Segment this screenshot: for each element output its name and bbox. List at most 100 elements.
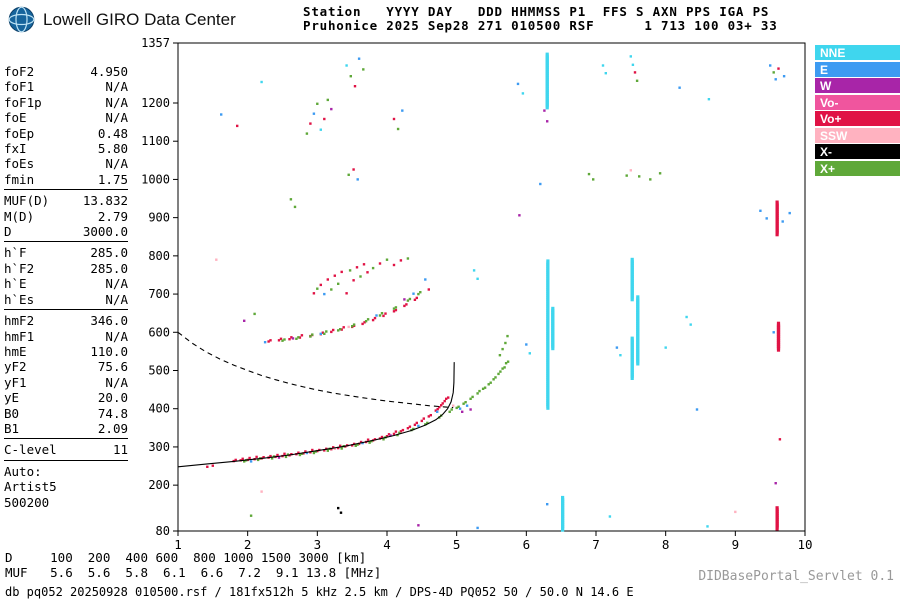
param-value: N/A [105,374,128,390]
svg-text:10: 10 [797,537,812,552]
param-label: foF2 [4,64,35,79]
plot-frame [177,42,806,532]
svg-text:1357: 1357 [141,36,170,50]
param-label: hmF1 [4,328,35,344]
param-label: D [4,224,12,240]
param-row: M(D) 2.79 [4,209,128,224]
d-muf-table: D 100 200 400 600 800 1000 1500 3000 [km… [5,550,381,580]
param-value: 285.0 [90,260,128,276]
svg-text:900: 900 [148,211,170,225]
param-label: foE [4,110,27,126]
svg-text:5: 5 [453,537,461,552]
param-value: N/A [105,276,128,292]
param-value: 2.79 [97,208,128,224]
svg-text:800: 800 [148,249,170,263]
legend-item-E: E [815,61,900,77]
param-separator [4,309,128,311]
brand-title: Lowell GIRO Data Center [43,9,236,29]
param-row: foEs N/A [4,156,128,171]
giro-logo-icon [8,6,35,33]
scatter-points [206,52,791,532]
param-separator [4,241,128,243]
param-label: B1 [4,420,20,436]
param-row: yE 20.0 [4,390,128,405]
svg-text:700: 700 [148,287,170,301]
param-label: MUF(D) [4,193,50,209]
param-row: fmin 1.75 [4,172,128,187]
param-row: h`Es N/A [4,292,128,307]
param-label: C-level [4,442,57,458]
param-row: D 3000.0 [4,224,128,239]
param-row: fxI 5.80 [4,141,128,156]
legend-item-X+: X+ [815,160,900,176]
param-value: N/A [105,94,128,110]
svg-text:1100: 1100 [141,134,170,148]
svg-text:300: 300 [148,440,170,454]
legend-item-W: W [815,78,900,93]
param-label: h`F [4,245,27,261]
param-value: 346.0 [90,313,128,329]
param-label: M(D) [4,208,35,224]
param-label: foEs [4,156,35,172]
legend-item-Vo+: Vo+ [815,111,900,126]
servlet-version-label: DIDBasePortal_Servlet 0.1 [698,569,894,584]
param-value: 3000.0 [82,224,128,240]
x-axis: 1 2 3 4 5 6 7 8 9 10 [174,531,813,552]
echo-direction-legend: NNE E W Vo- Vo+ SSW X- X+ [815,45,900,177]
param-row: hmE 110.0 [4,344,128,359]
param-label: hmF2 [4,313,35,329]
param-row: B1 2.09 [4,421,128,436]
param-label: yF2 [4,359,27,375]
param-row: h`E N/A [4,276,128,291]
param-value: 20.0 [97,390,128,406]
d-table-line: D 100 200 400 600 800 1000 1500 3000 [km… [5,550,367,565]
param-row: foF1p N/A [4,95,128,110]
param-row: foF2 4.950 [4,64,128,79]
param-value: N/A [105,328,128,344]
param-row: foE N/A [4,110,128,125]
param-row: h`F 285.0 [4,245,128,260]
param-value: 75.6 [97,359,128,375]
param-separator [4,189,128,191]
auto-line: Artist5 [4,479,57,495]
param-value: 4.950 [90,64,128,79]
param-label: yE [4,390,20,406]
station-header-line1: Station YYYY DAY DDD HHMMSS P1 FFS S AXN… [303,4,770,19]
param-label: foEp [4,125,35,141]
measurement-status-line: db pq052 20250928 010500.rsf / 181fx512h… [5,585,634,599]
parameter-panel: foF2 4.950 foF1 N/A foF1p N/A foE N/A foEp 0.48 fx… [4,64,128,510]
param-value: 2.09 [97,420,128,436]
svg-text:400: 400 [148,402,170,416]
curve-true-height-profile [177,362,455,468]
param-value: N/A [105,156,128,172]
svg-text:1: 1 [174,537,182,552]
ionogram-canvas: 8020030040050060070080090010001100120013… [141,36,813,552]
station-header-line2: Pruhonice 2025 Sep28 271 010500 RSF 1 71… [303,17,778,33]
svg-text:500: 500 [148,363,170,377]
svg-text:9: 9 [732,537,740,552]
param-value: N/A [105,110,128,126]
svg-text:6: 6 [523,537,531,552]
autoscaling-block: Auto: Artist5 500200 [4,464,128,510]
brand: Lowell GIRO Data Center [8,6,236,33]
legend-item-X-: X- [815,144,900,159]
param-row: yF2 75.6 [4,359,128,374]
param-value: 5.80 [97,141,128,157]
param-row: C-level 11 [4,442,128,457]
param-value: 285.0 [90,245,128,261]
param-separator [4,459,128,461]
param-row: hmF2 346.0 [4,313,128,328]
param-value: N/A [105,291,128,307]
y-axis: 80 200 300 400 500 600 700 800 900 1000 1100 1200 13… [141,36,178,538]
param-value: 13.832 [82,193,128,209]
param-label: foF1 [4,79,35,95]
param-row: foF1 N/A [4,79,128,94]
param-label: foF1p [4,94,42,110]
param-row: h`F2 285.0 [4,261,128,276]
svg-text:7: 7 [592,537,600,552]
param-row: foEp 0.48 [4,126,128,141]
param-value: 0.48 [97,125,128,141]
curve-muf-transmission-curve [177,331,454,409]
param-separator [4,438,128,440]
legend-item-NNE: NNE [815,45,900,60]
